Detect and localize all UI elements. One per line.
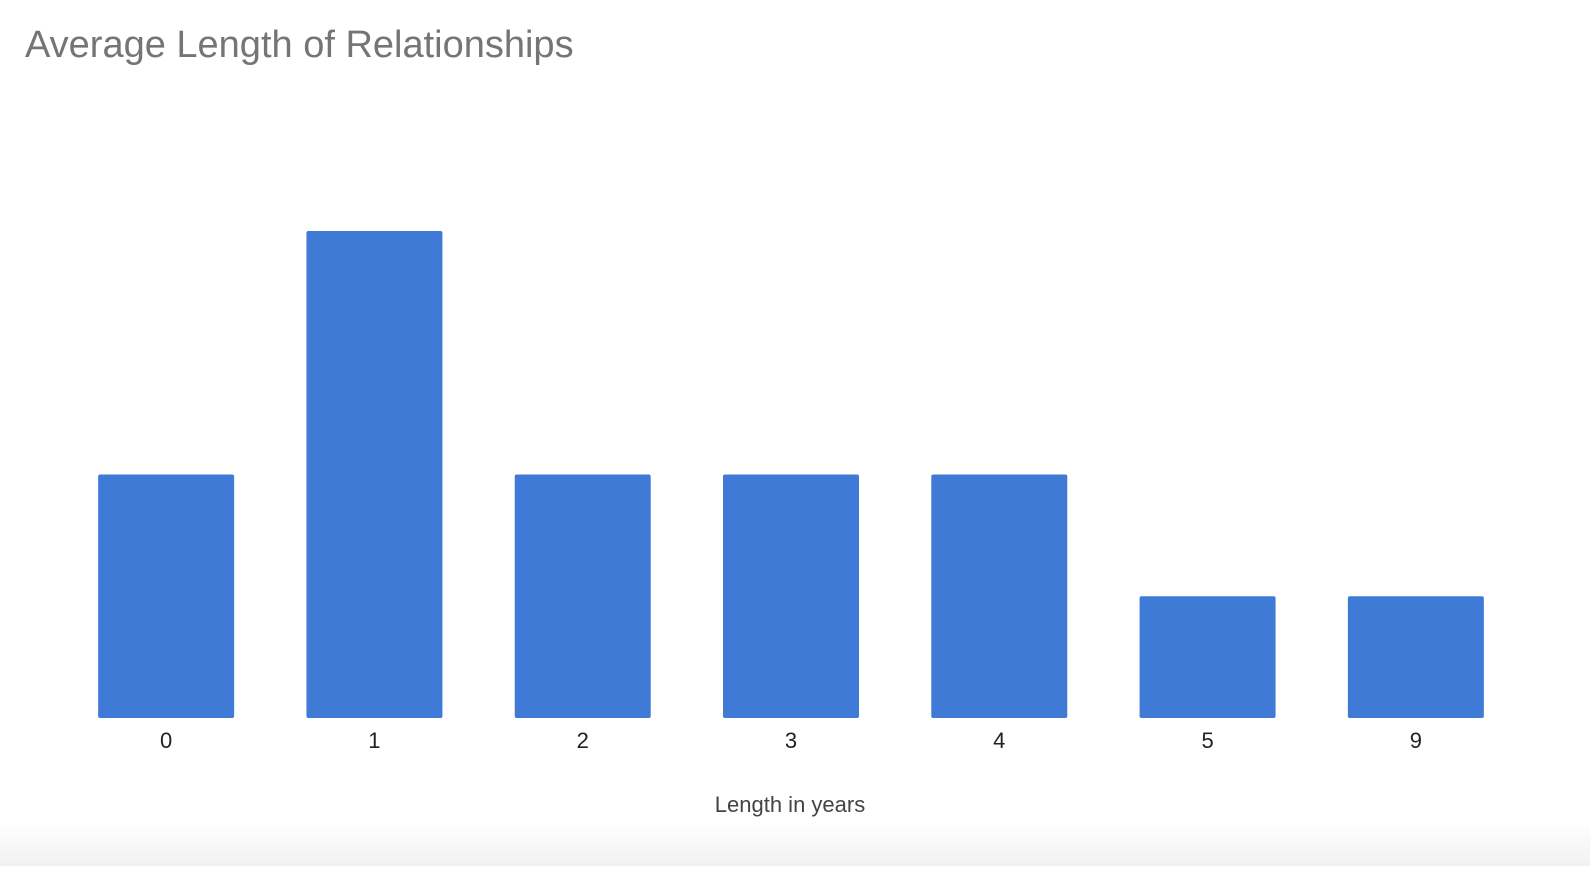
bar xyxy=(1347,596,1484,718)
bar xyxy=(931,474,1068,718)
x-tick-label: 5 xyxy=(1201,728,1213,753)
footer-shade xyxy=(0,822,1590,866)
x-tick-label: 3 xyxy=(785,728,797,753)
bar xyxy=(1139,596,1276,718)
x-tick-label: 9 xyxy=(1410,728,1422,753)
x-axis-label: Length in years xyxy=(715,792,865,817)
x-tick-label: 2 xyxy=(577,728,589,753)
bar xyxy=(306,231,443,718)
bar xyxy=(514,474,651,718)
bar xyxy=(98,474,235,718)
x-tick-label: 0 xyxy=(160,728,172,753)
x-tick-label: 1 xyxy=(368,728,380,753)
bar xyxy=(723,474,859,718)
x-tick-label: 4 xyxy=(993,728,1005,753)
chart-title: Average Length of Relationships xyxy=(25,24,574,66)
